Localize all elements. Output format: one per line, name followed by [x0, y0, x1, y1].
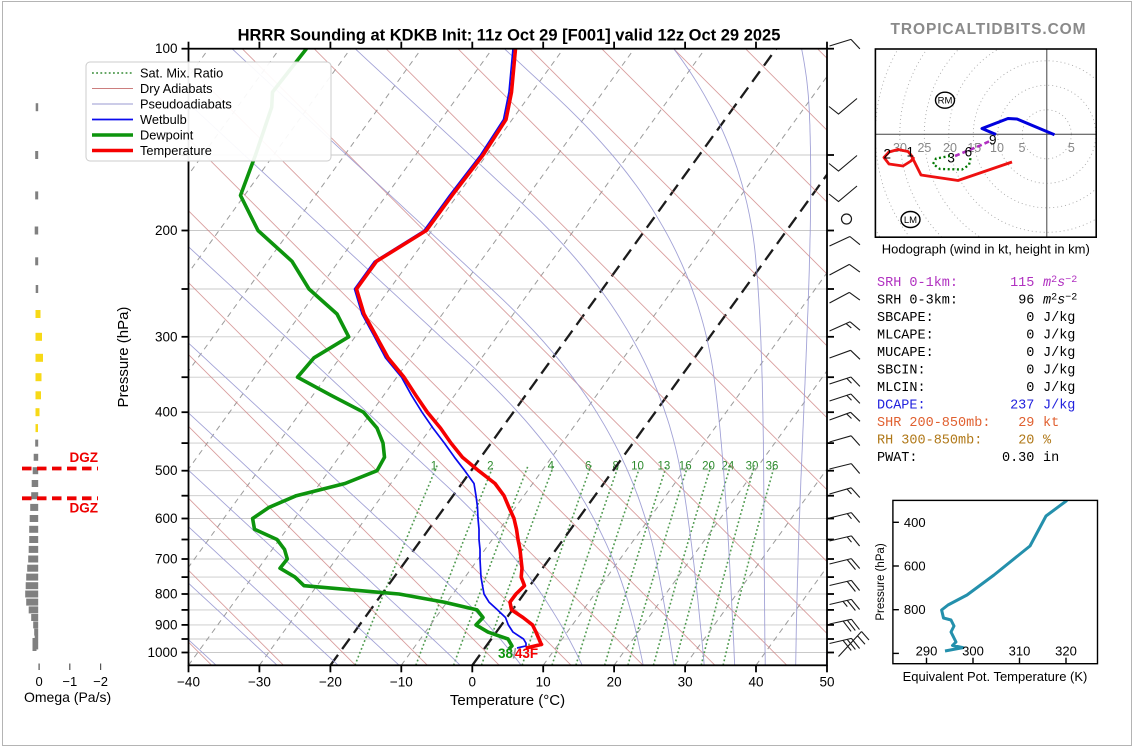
svg-text:0: 0: [1026, 363, 1034, 378]
svg-text:96: 96: [1018, 293, 1034, 308]
svg-text:700: 700: [155, 552, 178, 567]
svg-text:Equivalent Pot. Temperature (K: Equivalent Pot. Temperature (K): [903, 669, 1088, 684]
svg-text:38: 38: [498, 646, 514, 661]
svg-text:Wetbulb: Wetbulb: [140, 112, 187, 127]
svg-text:6: 6: [965, 145, 973, 160]
svg-text:20: 20: [702, 460, 715, 472]
svg-text:HRRR Sounding at KDKB Init: 11: HRRR Sounding at KDKB Init: 11z Oct 29 […: [238, 26, 781, 44]
svg-text:MUCAPE:: MUCAPE:: [877, 346, 934, 361]
svg-text:115: 115: [1010, 276, 1034, 291]
svg-text:1: 1: [431, 460, 437, 472]
svg-text:30: 30: [678, 674, 693, 689]
svg-text:TROPICALTIDBITS.COM: TROPICALTIDBITS.COM: [891, 21, 1087, 38]
svg-text:J/kg: J/kg: [1043, 363, 1075, 378]
svg-text:SBCAPE:: SBCAPE:: [877, 311, 934, 326]
svg-text:25: 25: [917, 141, 931, 155]
svg-text:300: 300: [962, 644, 984, 659]
svg-text:J/kg: J/kg: [1043, 328, 1075, 343]
svg-text:43F: 43F: [515, 646, 538, 661]
svg-text:20: 20: [607, 674, 622, 689]
svg-text:J/kg: J/kg: [1043, 381, 1075, 396]
svg-text:0.30: 0.30: [1002, 451, 1034, 466]
svg-text:RH 300-850mb:: RH 300-850mb:: [877, 434, 982, 449]
svg-text:20: 20: [1018, 434, 1034, 449]
svg-text:Temperature: Temperature: [140, 143, 212, 158]
svg-text:Pressure (hPa): Pressure (hPa): [115, 307, 132, 408]
svg-text:3: 3: [947, 151, 955, 166]
svg-text:2: 2: [487, 460, 493, 472]
svg-text:400: 400: [155, 405, 178, 420]
svg-text:500: 500: [155, 463, 178, 478]
svg-text:−40: −40: [177, 674, 200, 689]
svg-text:100: 100: [155, 41, 178, 56]
svg-text:29: 29: [1018, 416, 1034, 431]
svg-text:Dewpoint: Dewpoint: [140, 128, 194, 143]
svg-text:600: 600: [904, 559, 926, 574]
svg-text:5: 5: [1019, 141, 1026, 155]
svg-text:Pressure (hPa): Pressure (hPa): [875, 543, 887, 621]
svg-text:in: in: [1043, 451, 1059, 466]
svg-text:Dry Adiabats: Dry Adiabats: [140, 81, 213, 96]
svg-text:MLCIN:: MLCIN:: [877, 381, 926, 396]
svg-text:30: 30: [893, 141, 907, 155]
svg-text:−10: −10: [390, 674, 413, 689]
svg-text:10: 10: [631, 460, 644, 472]
svg-text:36: 36: [766, 460, 779, 472]
svg-text:−2: −2: [93, 674, 108, 689]
svg-text:290: 290: [916, 644, 938, 659]
svg-text:800: 800: [904, 602, 926, 617]
svg-text:9: 9: [989, 132, 997, 147]
svg-text:SBCIN:: SBCIN:: [877, 363, 926, 378]
svg-text:50: 50: [819, 674, 834, 689]
svg-text:237: 237: [1010, 398, 1034, 413]
svg-text:Omega (Pa/s): Omega (Pa/s): [24, 689, 111, 705]
svg-text:J/kg: J/kg: [1043, 346, 1075, 361]
svg-text:J/kg: J/kg: [1043, 398, 1075, 413]
svg-text:Pseudoadiabats: Pseudoadiabats: [140, 97, 232, 112]
svg-text:Hodograph (wind in kt, height: Hodograph (wind in kt, height in km): [882, 242, 1090, 257]
svg-text:0: 0: [469, 674, 477, 689]
svg-text:LM: LM: [904, 215, 917, 226]
svg-text:%: %: [1043, 434, 1052, 449]
svg-text:10: 10: [536, 674, 551, 689]
svg-text:400: 400: [904, 515, 926, 530]
svg-text:−1: −1: [62, 674, 77, 689]
svg-text:RM: RM: [938, 96, 953, 107]
svg-text:1: 1: [906, 145, 914, 160]
svg-text:SHR 200-850mb:: SHR 200-850mb:: [877, 416, 990, 431]
svg-text:300: 300: [155, 329, 178, 344]
svg-text:SRH 0-3km:: SRH 0-3km:: [877, 293, 958, 308]
svg-text:0: 0: [1026, 381, 1034, 396]
svg-text:40: 40: [748, 674, 763, 689]
svg-text:1000: 1000: [147, 645, 177, 660]
svg-text:kt: kt: [1043, 416, 1059, 431]
svg-text:MLCAPE:: MLCAPE:: [877, 328, 934, 343]
svg-text:0: 0: [1026, 346, 1034, 361]
svg-text:320: 320: [1055, 644, 1077, 659]
svg-text:2: 2: [883, 147, 891, 162]
svg-text:−30: −30: [248, 674, 271, 689]
svg-text:PWAT:: PWAT:: [877, 451, 918, 466]
svg-text:200: 200: [155, 223, 178, 238]
svg-text:600: 600: [155, 511, 178, 526]
svg-text:0: 0: [1026, 328, 1034, 343]
svg-text:SRH 0-1km:: SRH 0-1km:: [877, 276, 958, 291]
svg-text:0: 0: [35, 674, 42, 689]
svg-text:800: 800: [155, 587, 178, 602]
svg-text:J/kg: J/kg: [1043, 311, 1075, 326]
svg-text:900: 900: [155, 617, 178, 632]
svg-text:30: 30: [746, 460, 759, 472]
svg-text:DGZ: DGZ: [70, 450, 99, 465]
svg-text:Sat. Mix. Ratio: Sat. Mix. Ratio: [140, 66, 223, 81]
svg-text:0: 0: [1026, 311, 1034, 326]
svg-text:Temperature (°C): Temperature (°C): [450, 692, 565, 709]
svg-text:310: 310: [1009, 644, 1031, 659]
svg-text:−20: −20: [319, 674, 342, 689]
svg-text:5: 5: [1068, 141, 1075, 155]
svg-text:DCAPE:: DCAPE:: [877, 398, 926, 413]
svg-text:DGZ: DGZ: [70, 501, 99, 516]
